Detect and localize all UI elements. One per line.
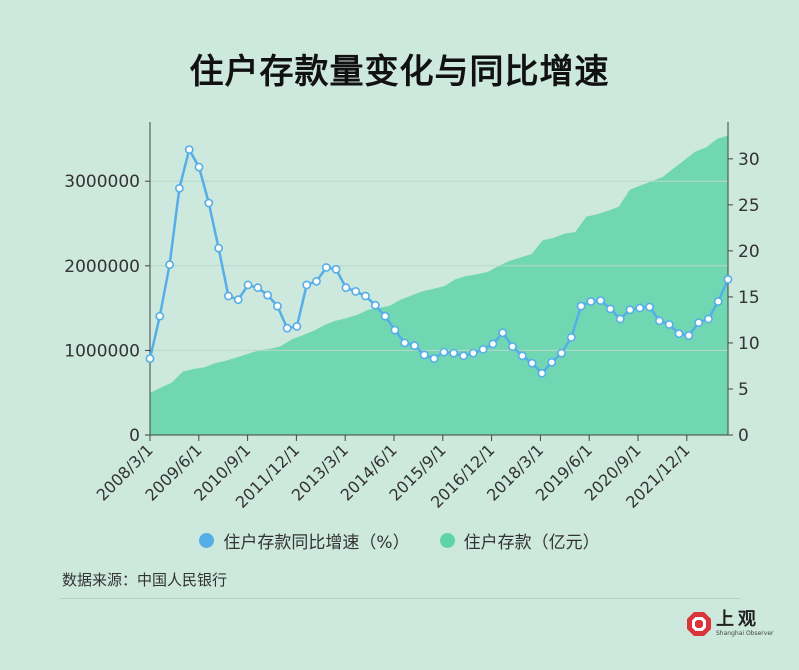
growth-point xyxy=(243,280,253,290)
legend-item-growth: 住户存款同比增速（%） xyxy=(199,528,410,553)
growth-point xyxy=(557,348,566,358)
growth-point xyxy=(302,280,312,290)
growth-point xyxy=(361,291,370,301)
growth-point xyxy=(713,297,723,306)
legend-item-deposits: 住户存款（亿元） xyxy=(439,528,600,553)
growth-point xyxy=(204,198,214,208)
right-tick-label: 15 xyxy=(738,288,760,308)
growth-point xyxy=(655,316,664,326)
growth-point xyxy=(321,263,331,272)
growth-point xyxy=(684,331,694,340)
points-layer xyxy=(145,145,733,378)
growth-point xyxy=(410,341,419,351)
legend-deposits-dot-icon xyxy=(439,533,455,548)
growth-point xyxy=(429,354,439,363)
growth-point xyxy=(566,332,576,342)
growth-point xyxy=(459,351,468,361)
growth-point xyxy=(400,338,410,348)
logo-text: 上观 xyxy=(716,609,760,630)
legend-deposits-label: 住户存款（亿元） xyxy=(463,533,600,553)
growth-point xyxy=(174,183,184,193)
left-tick-label: 1000000 xyxy=(64,341,140,361)
source-note: 数据来源：中国人民银行 xyxy=(62,571,228,589)
divider xyxy=(60,598,740,599)
growth-point xyxy=(145,354,155,363)
shanghai-observer-logo: 上观 Shanghai Observer xyxy=(686,610,773,638)
growth-point xyxy=(292,321,302,331)
left-tick-label: 0 xyxy=(129,426,140,446)
growth-point xyxy=(419,350,429,360)
growth-point xyxy=(351,286,361,296)
growth-point xyxy=(341,283,351,293)
deposits-area xyxy=(150,135,728,435)
growth-point xyxy=(547,357,557,367)
growth-point xyxy=(194,162,204,172)
right-tick-label: 0 xyxy=(738,426,749,446)
right-tick-label: 5 xyxy=(738,380,749,400)
growth-point xyxy=(664,320,674,329)
logo-subtext: Shanghai Observer xyxy=(716,630,774,637)
growth-point xyxy=(184,145,194,154)
left-tick-label: 2000000 xyxy=(64,257,140,277)
axis-layer: 0 1000000 2000000 3000000 0 5 10 15 20 25 30 xyxy=(64,122,760,446)
growth-point xyxy=(606,304,615,314)
growth-point xyxy=(380,311,390,321)
logo-octagon-icon xyxy=(687,612,711,636)
chart-svg: 0 1000000 2000000 3000000 0 5 10 15 20 25 30 2008/… xyxy=(64,122,760,512)
right-tick-label: 20 xyxy=(738,242,760,262)
growth-point xyxy=(390,325,400,335)
growth-point xyxy=(312,276,321,286)
right-tick-label: 10 xyxy=(738,334,760,354)
chart-title: 住户存款量变化与同比增速 xyxy=(189,52,610,92)
growth-point xyxy=(576,301,586,311)
growth-point xyxy=(508,342,517,351)
growth-point xyxy=(635,303,645,313)
growth-point xyxy=(674,329,684,339)
left-tick-label: 3000000 xyxy=(64,172,140,192)
growth-point xyxy=(478,344,488,354)
right-tick-label: 30 xyxy=(738,150,760,170)
legend: 住户存款同比增速（%） 住户存款（亿元） xyxy=(0,528,799,553)
growth-point xyxy=(214,243,223,253)
grid-layer xyxy=(150,180,728,351)
growth-point xyxy=(468,348,478,358)
area-layer xyxy=(150,135,728,435)
growth-point xyxy=(165,260,174,270)
legend-growth-label: 住户存款同比增速（%） xyxy=(223,533,410,553)
growth-point xyxy=(537,368,547,378)
growth-point xyxy=(263,290,272,300)
growth-point xyxy=(527,358,537,368)
growth-point xyxy=(233,295,243,305)
growth-point xyxy=(704,314,713,324)
growth-point xyxy=(449,348,459,358)
growth-point xyxy=(331,264,341,274)
growth-point xyxy=(488,339,498,349)
growth-point xyxy=(439,347,449,357)
growth-point xyxy=(723,274,733,284)
growth-point xyxy=(645,302,654,312)
growth-point xyxy=(517,351,527,361)
right-tick-label: 25 xyxy=(738,196,760,216)
legend-growth-dot-icon xyxy=(199,533,215,548)
growth-point xyxy=(694,318,703,328)
growth-point xyxy=(498,328,508,338)
growth-point xyxy=(272,301,282,311)
growth-point xyxy=(586,297,596,306)
x-tick-labels: 2008/3/12009/6/12010/9/12011/12/12013/3/… xyxy=(93,440,694,511)
growth-point xyxy=(625,305,635,315)
growth-point xyxy=(370,300,380,310)
growth-point xyxy=(155,311,165,321)
growth-point xyxy=(282,323,292,333)
growth-point xyxy=(223,291,233,301)
growth-point xyxy=(596,296,605,305)
growth-point xyxy=(615,314,625,324)
growth-point xyxy=(253,283,263,293)
